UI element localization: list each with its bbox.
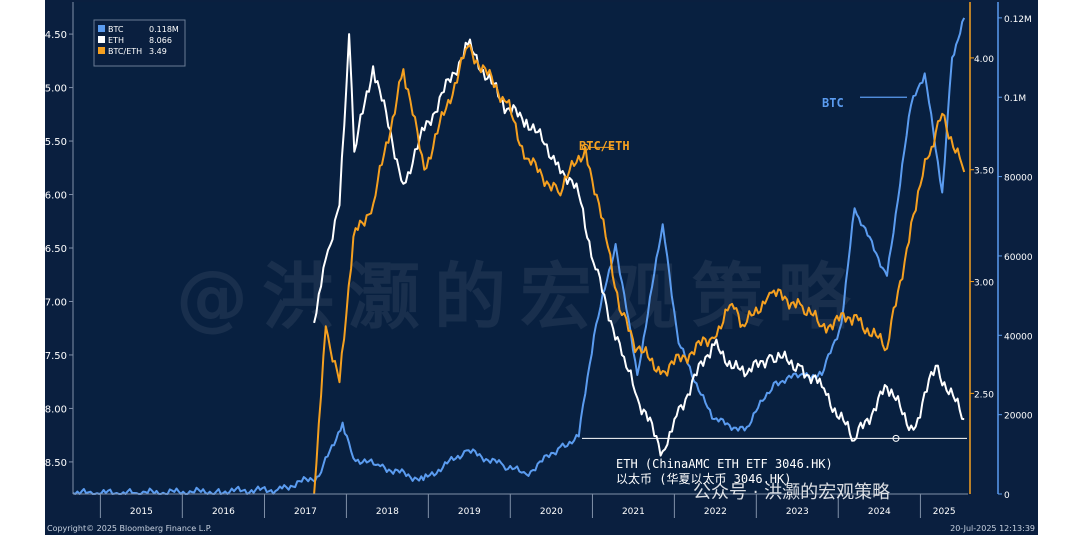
copyright-text: Copyright© 2025 Bloomberg Finance L.P.: [47, 524, 212, 533]
left-tick-label: 5.50: [45, 137, 67, 148]
legend-name: ETH: [108, 36, 124, 45]
legend-value: 3.49: [149, 47, 167, 56]
x-tick-label: 2017: [294, 507, 317, 517]
ratio-tick-label: 3.00: [974, 279, 994, 289]
chart-frame: @洪灏的宏观策略 4.50 5.00 5.50 6.00 6.50 7.00 7.50 8.0…: [45, 0, 1038, 535]
btc-tick-label: 0: [1004, 491, 1010, 501]
x-tick-label: 2023: [786, 507, 809, 517]
btc-tick-label: 80000: [1004, 174, 1033, 184]
ratio-tick-label: 4.00: [974, 55, 994, 65]
legend-swatch: [98, 36, 105, 43]
legend: BTC 0.118M ETH 8.066 BTC/ETH 3.49: [93, 19, 186, 67]
overlay-text: 公众号 · 洪灏的宏观策略: [693, 482, 890, 503]
legend-swatch: [98, 25, 105, 32]
ratio-tick-label: 2.50: [974, 390, 994, 400]
left-tick-label: 8.50: [45, 458, 67, 469]
legend-name: BTC/ETH: [108, 47, 142, 56]
ratio-tick-label: 3.50: [974, 167, 994, 177]
right-axis: 4.00 3.50 3.00 2.50 0.12M 0.1M 80000 60000 40000…: [969, 2, 1033, 501]
left-tick-label: 7.50: [45, 351, 67, 362]
btc-tick-label: 20000: [1004, 412, 1033, 422]
left-tick-label: 6.50: [45, 244, 67, 255]
left-tick-label: 5.00: [45, 84, 67, 95]
left-tick-label: 6.00: [45, 191, 67, 202]
timestamp-text: 20-Jul-2025 12:13:39: [950, 524, 1035, 533]
x-tick-label: 2021: [622, 507, 645, 517]
left-tick-label: 4.50: [45, 30, 67, 41]
x-tick-label: 2022: [704, 507, 727, 517]
x-tick-label: 2020: [540, 507, 563, 517]
btc-tick-label: 0.12M: [1004, 15, 1032, 25]
plot-area: [73, 2, 968, 494]
x-tick-label: 2015: [130, 507, 153, 517]
annotations: BTC BTC/ETH ETH (ChinaAMC ETH ETF 3046.HK)…: [579, 96, 967, 503]
legend-value: 8.066: [149, 36, 172, 45]
x-tick-label: 2016: [212, 507, 235, 517]
legend-name: BTC: [108, 25, 124, 34]
watermark-text: @洪灏的宏观策略: [176, 255, 864, 339]
btc-annotation: BTC: [822, 96, 844, 110]
left-axis: 4.50 5.00 5.50 6.00 6.50 7.00 7.50 8.00 8.50: [45, 2, 74, 494]
eth-marker: [892, 434, 900, 442]
legend-value: 0.118M: [149, 25, 179, 34]
x-axis: 2015 2016 2017 2018 2019 2020 2021 2022 2023 2024…: [73, 493, 968, 518]
btc-tick-label: 0.1M: [1004, 94, 1026, 104]
legend-swatch: [98, 47, 105, 54]
legend-box: [93, 19, 186, 67]
left-tick-label: 8.00: [45, 404, 67, 415]
btc-tick-label: 40000: [1004, 332, 1033, 342]
eth-annotation-line1: ETH (ChinaAMC ETH ETF 3046.HK): [616, 457, 833, 471]
watermark: @洪灏的宏观策略: [176, 255, 864, 339]
x-tick-label: 2018: [376, 507, 399, 517]
left-tick-label: 7.00: [45, 297, 67, 308]
x-tick-label: 2025: [933, 507, 956, 517]
x-tick-label: 2024: [868, 507, 891, 517]
series-line-btc-eth: [313, 43, 966, 495]
eth-annotation-line2: 以太币 (华夏以太币 3046.HK): [616, 471, 791, 486]
btc-tick-label: 60000: [1004, 253, 1033, 263]
x-tick-label: 2019: [458, 507, 481, 517]
chart-svg: @洪灏的宏观策略 4.50 5.00 5.50 6.00 6.50 7.00 7.50 8.0…: [45, 2, 1035, 533]
ratio-annotation: BTC/ETH: [579, 139, 630, 153]
